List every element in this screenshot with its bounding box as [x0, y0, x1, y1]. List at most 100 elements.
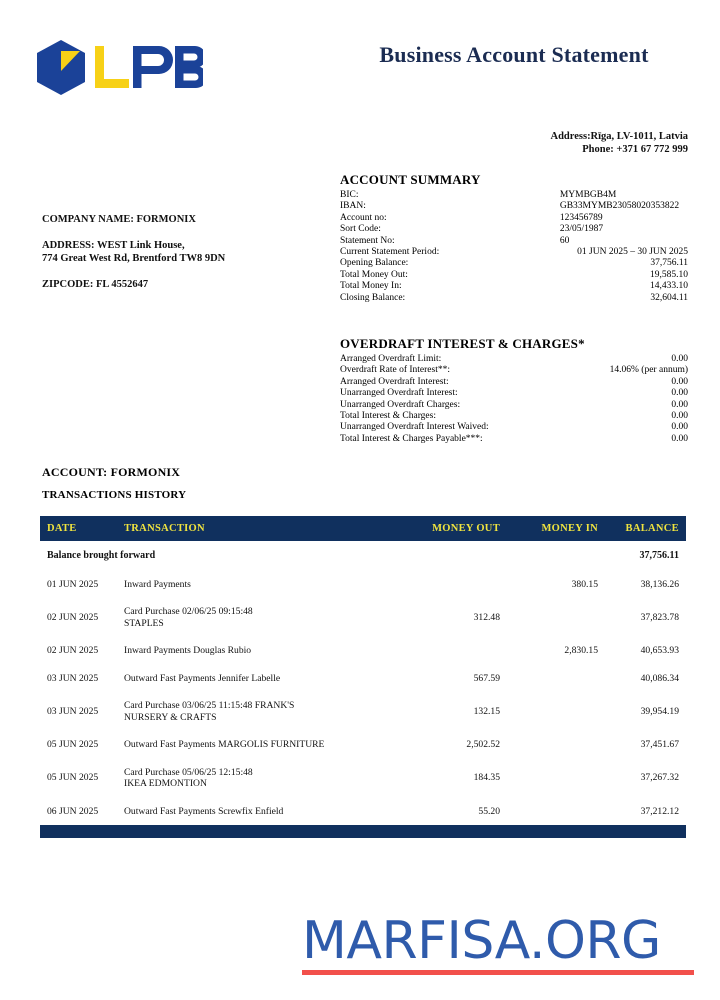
table-row[interactable]: 05 JUN 2025 Card Purchase 05/06/25 12:15:… — [40, 759, 686, 798]
account-summary-value: GB33MYMB23058020353822 — [559, 201, 680, 212]
cell-transaction: Card Purchase 03/06/25 11:15:48 FRANK'S N… — [124, 692, 396, 731]
account-summary-label: Total Money Out: — [340, 269, 408, 280]
cell-date: 05 JUN 2025 — [47, 739, 99, 750]
cell-money-in: 2,830.15 — [564, 645, 598, 656]
overdraft-row: Arranged Overdraft Limit: 0.00 — [340, 354, 688, 365]
cell-transaction: Card Purchase 02/06/25 09:15:48 STAPLES — [124, 598, 396, 637]
account-summary-value: 01 JUN 2025 – 30 JUN 2025 — [577, 247, 688, 258]
overdraft-value: 0.00 — [671, 411, 688, 422]
overdraft-label: Unarranged Overdraft Interest Waived: — [340, 422, 489, 433]
account-summary-row: Sort Code: 23/05/1987 — [340, 224, 688, 235]
balance-brought-forward-label: Balance brought forward — [47, 550, 156, 561]
account-summary-value: 123456789 — [559, 212, 603, 223]
overdraft-row: Unarranged Overdraft Interest: 0.00 — [340, 388, 688, 399]
balance-brought-forward-money-in — [500, 541, 598, 571]
overdraft-value: 0.00 — [671, 422, 688, 433]
cell-date: 03 JUN 2025 — [47, 672, 99, 684]
watermark: MARFISA.ORG — [302, 913, 698, 975]
cell-money-out: 312.48 — [473, 611, 500, 623]
cell-date: 02 JUN 2025 — [47, 645, 99, 656]
cell-date: 06 JUN 2025 — [47, 805, 99, 817]
column-header-date[interactable]: DATE — [40, 516, 124, 541]
transaction-line-2: NURSERY & CRAFTS — [124, 711, 217, 723]
account-summary-label: Total Money In: — [340, 281, 402, 292]
account-summary-value: 19,585.10 — [650, 269, 688, 280]
transaction-line-1: Card Purchase 03/06/25 11:15:48 FRANK'S — [124, 700, 295, 711]
transactions-history-heading: TRANSACTIONS HISTORY — [42, 489, 187, 501]
watermark-text: MARFISA.ORG — [302, 911, 661, 971]
cell-transaction: Card Purchase 05/06/25 12:15:48 IKEA EDMO… — [124, 759, 396, 798]
cell-money-in — [500, 665, 598, 693]
column-header-money-out[interactable]: MONEY OUT — [396, 516, 500, 541]
column-header-balance[interactable]: BALANCE — [598, 516, 686, 541]
cell-balance: 38,136.26 — [640, 578, 679, 590]
account-summary-row: Statement No: 60 — [340, 236, 688, 247]
cell-money-out — [396, 637, 500, 665]
overdraft-title: OVERDRAFT INTEREST & CHARGES* — [340, 336, 585, 351]
table-row[interactable]: 03 JUN 2025 Card Purchase 03/06/25 11:15:… — [40, 692, 686, 731]
account-summary-value: 14,433.10 — [650, 281, 688, 292]
cell-money-in — [500, 598, 598, 637]
transactions-table-head: DATE TRANSACTION MONEY OUT MONEY IN BALA… — [40, 516, 686, 541]
overdraft-row: Unarranged Overdraft Charges: 0.00 — [340, 400, 688, 411]
account-summary-label: Current Statement Period: — [340, 247, 440, 258]
cell-transaction: Inward Payments — [124, 571, 396, 599]
cell-money-in: 380.15 — [571, 578, 598, 590]
account-summary-label: Sort Code: — [340, 224, 381, 235]
balance-brought-forward-row: Balance brought forward 37,756.11 — [40, 541, 686, 571]
account-summary-label: Account no: — [340, 212, 387, 223]
overdraft-value: 0.00 — [671, 399, 688, 410]
table-footer-bar — [40, 825, 686, 838]
balance-brought-forward-balance: 37,756.11 — [639, 550, 679, 561]
cell-money-out: 132.15 — [473, 705, 500, 717]
overdraft-row: Unarranged Overdraft Interest Waived: 0.0… — [340, 422, 688, 433]
table-row[interactable]: 03 JUN 2025 Outward Fast Payments Jennife… — [40, 665, 686, 693]
cell-money-out: 55.20 — [478, 805, 500, 817]
company-zipcode: ZIPCODE: FL 4552647 — [42, 278, 149, 290]
lpb-logo-svg — [37, 40, 203, 95]
cell-money-out — [396, 571, 500, 599]
table-row[interactable]: 02 JUN 2025 Inward Payments Douglas Rubio… — [40, 637, 686, 665]
cell-date: 03 JUN 2025 — [47, 705, 99, 717]
company-name: COMPANY NAME: FORMONIX — [42, 214, 196, 225]
cell-transaction: Outward Fast Payments MARGOLIS FURNITURE — [124, 731, 396, 759]
transaction-line-2: STAPLES — [124, 617, 164, 629]
cell-balance: 37,212.12 — [640, 805, 679, 817]
transactions-table: DATE TRANSACTION MONEY OUT MONEY IN BALA… — [40, 516, 686, 825]
table-row[interactable]: 06 JUN 2025 Outward Fast Payments Screwfi… — [40, 798, 686, 826]
account-summary-row: IBAN: GB33MYMB23058020353822 — [340, 201, 688, 212]
account-summary-label: BIC: — [340, 190, 359, 200]
transaction-line-2: IKEA EDMONTION — [124, 778, 207, 789]
table-row[interactable]: 05 JUN 2025 Outward Fast Payments MARGOLI… — [40, 731, 686, 759]
cell-money-out: 567.59 — [473, 672, 500, 684]
account-summary-row: Opening Balance: 37,756.11 — [340, 258, 688, 269]
overdraft-row: Total Interest & Charges: 0.00 — [340, 411, 688, 422]
account-summary-value: 37,756.11 — [650, 258, 688, 269]
cell-money-in — [500, 731, 598, 759]
overdraft-value: 0.00 — [671, 354, 688, 364]
cell-money-in — [500, 759, 598, 798]
transaction-line-1: Outward Fast Payments Jennifer Labelle — [124, 672, 281, 684]
account-summary-rows: BIC: MYMBGB4M IBAN: GB33MYMB23058020353822 A… — [340, 190, 688, 304]
cell-transaction: Inward Payments Douglas Rubio — [124, 637, 396, 665]
account-summary-row: Current Statement Period: 01 JUN 2025 – 3… — [340, 247, 688, 258]
logo-wedge-icon — [61, 51, 80, 71]
watermark-underline — [302, 970, 694, 975]
lpb-logo — [33, 38, 203, 100]
overdraft-value: 14.06% (per annum) — [609, 365, 688, 376]
cell-date: 02 JUN 2025 — [47, 611, 99, 623]
account-summary-value: 32,604.11 — [650, 292, 688, 303]
cell-money-in — [500, 798, 598, 826]
cell-money-in — [500, 692, 598, 731]
account-heading: ACCOUNT: FORMONIX — [42, 465, 181, 479]
column-header-money-in[interactable]: MONEY IN — [500, 516, 598, 541]
cell-transaction: Outward Fast Payments Jennifer Labelle — [124, 665, 396, 693]
cell-money-out: 2,502.52 — [466, 739, 500, 750]
account-summary-title: ACCOUNT SUMMARY — [340, 172, 481, 187]
account-summary-row: Total Money Out: 19,585.10 — [340, 270, 688, 281]
table-row[interactable]: 02 JUN 2025 Card Purchase 02/06/25 09:15:… — [40, 598, 686, 637]
table-row[interactable]: 01 JUN 2025 Inward Payments 380.15 38,136.2… — [40, 571, 686, 599]
account-summary-row: Total Money In: 14,433.10 — [340, 281, 688, 292]
column-header-transaction[interactable]: TRANSACTION — [124, 516, 396, 541]
